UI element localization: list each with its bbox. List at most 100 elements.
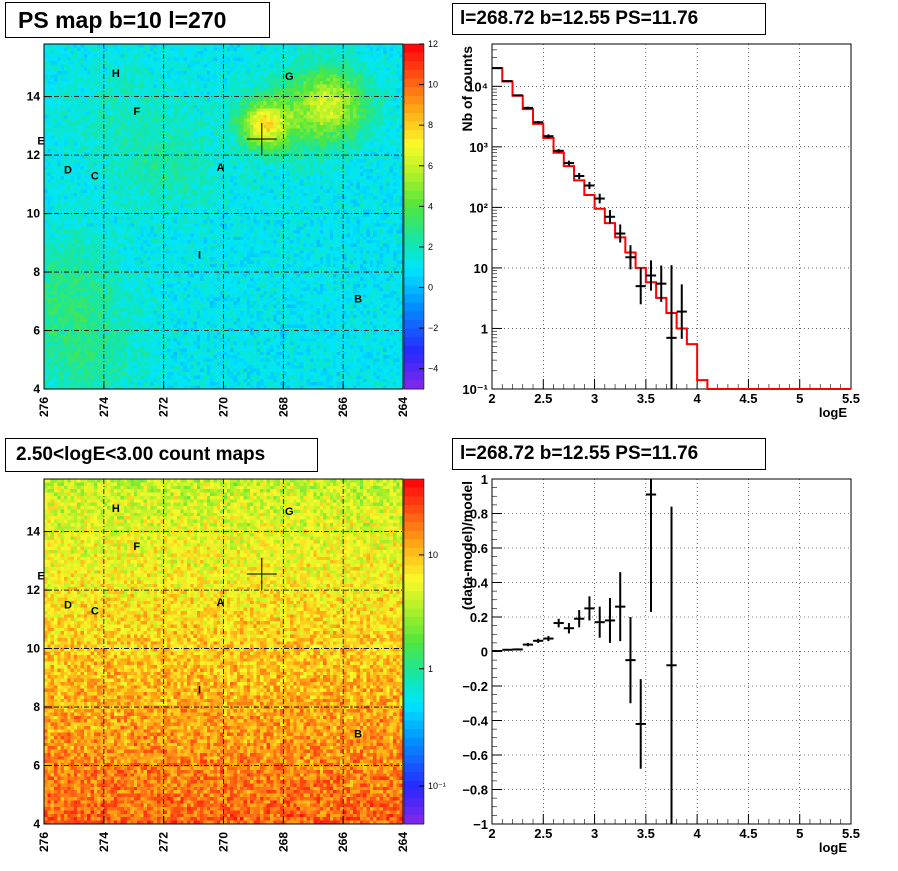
count-map-x-tick-label: 264 [396,832,410,852]
count-map-colorbar-band [404,677,424,687]
count-map-colorbar-band [404,539,424,549]
ps-map-colorbar-label: 10 [428,80,438,90]
ps-map-colorbar-band [404,363,424,373]
ps-map-source-label: C [91,171,99,183]
count-map-colorbar-band [404,479,424,489]
ps-map-source-label: E [37,135,44,147]
ps-map-colorbar-label: 0 [428,283,433,293]
spectrum-y-tick-label: 10³ [469,140,488,155]
residual-x-tick-label: 3 [591,826,598,841]
ps-map-x-tick-label: 270 [217,397,231,417]
count-map-colorbar-band [404,789,424,799]
ps-map-colorbar-band [404,337,424,347]
count-map-colorbar-band [404,694,424,704]
ps-map-title: PS map b=10 l=270 [5,2,270,38]
ps-map-colorbar-band [404,199,424,209]
count-map-colorbar-band [404,634,424,644]
residual-title: l=268.72 b=12.55 PS=11.76 [452,438,766,470]
ps-map-source-label: G [285,71,294,83]
spectrum-x-tick-label: 3.5 [637,391,655,406]
count-map-colorbar-band [404,548,424,558]
residual-y-tick-label: −0.2 [462,679,488,694]
count-map-y-tick-label: 12 [27,583,41,597]
count-map-colorbar-band [404,815,424,825]
ps-map-colorbar-band [404,104,424,114]
count-map-y-tick-label: 10 [27,642,41,656]
count-map-colorbar-band [404,711,424,721]
count-map-colorbar-band [404,686,424,696]
count-map-colorbar-band [404,780,424,790]
ps-map-colorbar-label: 8 [428,120,433,130]
ps-map-colorbar-band [404,113,424,123]
count-map-colorbar-band [404,522,424,532]
count-map-source-label: C [91,606,99,618]
spectrum-x-tick-label: 3 [591,391,598,406]
residual-y-tick-label: 0 [481,645,488,660]
ps-map-colorbar-band [404,87,424,97]
ps-map-source-label: I [198,250,201,262]
count-map-source-label: A [217,597,225,609]
ps-map-colorbar-band [404,320,424,330]
ps-map-source-label: A [217,162,225,174]
count-map-colorbar-band [404,798,424,808]
residual-y-tick-label: 0.8 [470,507,488,522]
residual-y-tick-label: 0.6 [470,541,488,556]
count-map-x-tick-label: 272 [157,832,171,852]
count-map-colorbar-band [404,487,424,497]
count-map-colorbar-band [404,504,424,514]
residual-y-tick-label: −1 [473,817,488,832]
count-map-colorbar-band [404,599,424,609]
ps-map-colorbar-band [404,302,424,312]
ps-map-y-tick-label: 12 [27,148,41,162]
residual-y-tick-label: 1 [481,472,488,487]
ps-map-y-tick-label: 6 [33,324,40,338]
spectrum-x-tick-label: 2 [488,391,495,406]
ps-map-colorbar-band [404,233,424,243]
ps-map-colorbar-label: 4 [428,201,433,211]
ps-map-colorbar-band [404,182,424,192]
count-map-colorbar-band [404,556,424,566]
ps-map-x-tick-label: 266 [336,397,350,417]
count-map-colorbar-band [404,573,424,583]
count-map-colorbar-band [404,746,424,756]
ps-map-colorbar-band [404,138,424,148]
residual-x-tick-label: 3.5 [637,826,655,841]
residual-x-tick-label: 4 [694,826,702,841]
ps-map-colorbar-band [404,164,424,174]
ps-map-colorbar-band [404,242,424,252]
residual-x-tick-label: 5 [796,826,803,841]
ps-map-colorbar-band [404,95,424,105]
ps-map-colorbar-band [404,130,424,140]
residual-y-axis-label: (data-model)/model [459,481,475,610]
count-map-y-tick-label: 8 [33,700,40,714]
count-map-colorbar-band [404,720,424,730]
ps-map-colorbar-band [404,268,424,278]
spectrum-title: l=268.72 b=12.55 PS=11.76 [452,3,766,35]
ps-map-colorbar-band [404,44,424,54]
spectrum-x-tick-label: 2.5 [534,391,552,406]
residual-y-tick-label: −0.8 [462,783,488,798]
count-map-colorbar-band [404,642,424,652]
spectrum-x-axis-label: logE [819,405,847,420]
count-map-colorbar-band [404,608,424,618]
ps-map-colorbar-band [404,147,424,157]
count-map-colorbar-band [404,565,424,575]
ps-map-colorbar-band [404,354,424,364]
ps-map-colorbar-band [404,69,424,79]
ps-map-colorbar-label: 2 [428,242,433,252]
residual-y-tick-label: 0.4 [470,576,489,591]
ps-map-colorbar-band [404,285,424,295]
count-map-colorbar-band [404,582,424,592]
residual-x-tick-label: 2.5 [534,826,552,841]
ps-map-source-label: B [354,293,362,305]
count-map-colorbar-band [404,668,424,678]
ps-map-x-tick-label: 274 [97,397,111,417]
count-map-colorbar-band [404,806,424,816]
count-map-colorbar-band [404,729,424,739]
ps-map-colorbar-band [404,78,424,88]
count-map-colorbar-frame [403,478,425,825]
spectrum-y-tick-label: 1 [481,321,488,336]
spectrum-x-tick-label: 4.5 [739,391,757,406]
count-map-source-label: F [133,541,140,553]
ps-map-y-tick-label: 4 [33,382,40,396]
